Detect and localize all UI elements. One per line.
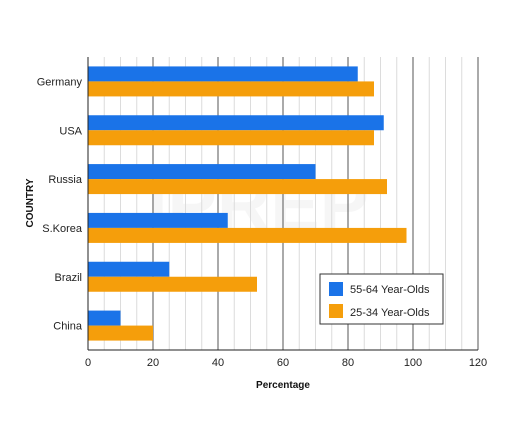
y-category-label: China [53,321,83,333]
y-category-label: Russia [48,174,83,186]
y-category-label: Germany [37,76,83,88]
bar-brazil-series-1 [88,261,170,277]
x-tick-label: 80 [342,357,354,369]
axes: 0 20 40 60 80 100 120 Germany USA Russia S.Korea Br… [37,57,487,369]
x-tick-label: 20 [147,357,159,369]
bar-russia-series-2 [88,179,387,195]
x-tick-label: 100 [404,357,422,369]
bar-s-korea-series-1 [88,212,228,228]
x-axis-title: Percentage [256,380,310,391]
legend-swatch-25-34 [329,304,343,318]
bar-s-korea-series-2 [88,227,407,243]
x-tick-label: 0 [85,357,91,369]
bar-brazil-series-2 [88,276,257,292]
y-category-label: S.Korea [42,223,83,235]
bar-china-series-2 [88,325,153,341]
y-axis-title: COUNTRY [25,178,36,227]
legend-swatch-55-64 [329,282,343,296]
legend-label-55-64: 55-64 Year-Olds [350,284,430,296]
legend-label-25-34: 25-34 Year-Olds [350,307,430,319]
bar-usa-series-2 [88,130,374,146]
bar-china-series-1 [88,310,121,326]
x-tick-label: 40 [212,357,224,369]
x-tick-label: 120 [469,357,487,369]
bar-germany-series-1 [88,66,358,82]
legend: 55-64 Year-Olds 25-34 Year-Olds [319,273,444,325]
bar-germany-series-2 [88,81,374,97]
y-category-label: Brazil [54,272,82,284]
x-tick-label: 60 [277,357,289,369]
bar-russia-series-1 [88,164,316,180]
bar-usa-series-1 [88,115,384,131]
bars [88,66,407,341]
y-category-label: USA [59,125,82,137]
